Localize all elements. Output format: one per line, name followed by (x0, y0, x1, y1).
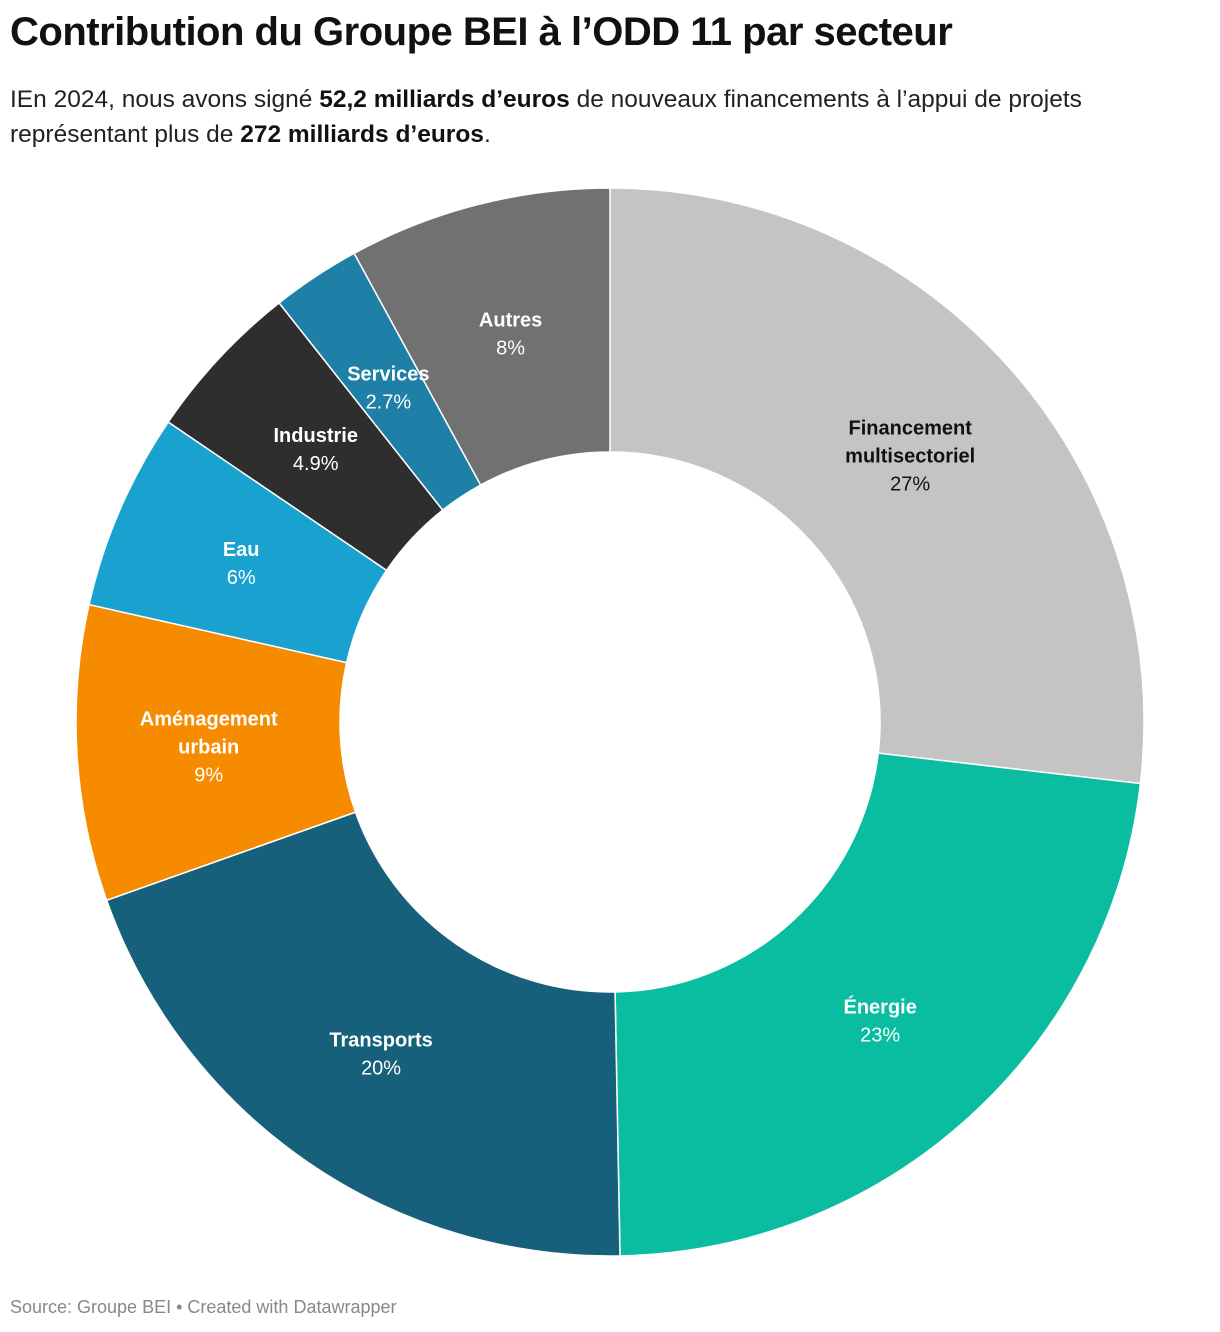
chart-footer: Source: Groupe BEI • Created with Datawr… (10, 1297, 397, 1317)
slice-value: 2.7% (366, 391, 412, 413)
slice-financement-multisectoriel[interactable] (609, 187, 1145, 785)
subtitle-amount-signed: 52,2 milliards d’euros (319, 86, 570, 113)
slice-label: Industrie 4.9% (273, 425, 357, 475)
slice-name: urbain (178, 737, 239, 759)
slice-value: 6% (227, 567, 256, 589)
donut-slices (75, 187, 1145, 1257)
subtitle-amount-projects: 272 milliards d’euros (240, 121, 484, 148)
slice-energie[interactable] (614, 752, 1142, 1257)
slice-label: Énergie 23% (843, 996, 916, 1047)
donut-labels: Financement multisectoriel 27% Énergie 23% Tr… (140, 309, 975, 1079)
subtitle-text-1: IEn 2024, nous avons signé (10, 86, 320, 113)
slice-name: Eau (223, 539, 260, 561)
slice-value: 8% (496, 337, 525, 359)
slice-value: 4.9% (293, 453, 339, 475)
slice-value: 20% (361, 1057, 401, 1079)
slice-name: Financement (849, 417, 973, 439)
chart-subtitle: IEn 2024, nous avons signé 52,2 milliard… (10, 82, 1210, 152)
slice-name: Énergie (843, 996, 916, 1019)
subtitle-text-3: . (483, 121, 491, 148)
slice-name: Transports (329, 1029, 432, 1051)
slice-label: Transports 20% (329, 1029, 432, 1079)
slice-name: multisectoriel (845, 445, 975, 467)
slice-label: Aménagement urbain 9% (140, 709, 278, 787)
slice-label: Financement multisectoriel 27% (845, 417, 975, 495)
slice-label: Services 2.7% (347, 363, 429, 413)
slice-autres[interactable] (353, 187, 611, 487)
slice-value: 27% (890, 473, 930, 495)
slice-label: Autres 8% (479, 309, 542, 359)
slice-value: 9% (194, 765, 223, 787)
slice-transports[interactable] (105, 811, 621, 1257)
slice-value: 23% (860, 1025, 900, 1047)
subtitle-text-2: de nouveaux financements à l’appui de pr… (10, 86, 1082, 148)
slice-label: Eau 6% (223, 539, 260, 589)
slice-name: Services (347, 363, 429, 385)
chart-title: Contribution du Groupe BEI à l’ODD 11 pa… (10, 10, 953, 54)
slice-name: Industrie (273, 425, 357, 447)
slice-name: Autres (479, 309, 542, 331)
slice-name: Aménagement (140, 709, 278, 731)
